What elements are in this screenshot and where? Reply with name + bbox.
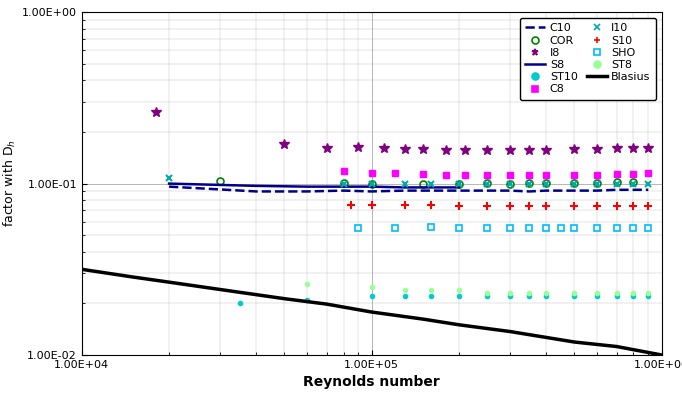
X-axis label: Reynolds number: Reynolds number [303,375,440,389]
Blasius [657,353,666,357]
Line: Blasius: Blasius [82,269,662,355]
Blasius [419,317,427,322]
Blasius [612,344,621,349]
Blasius [368,310,376,315]
Blasius [506,329,514,334]
Legend: C10, COR, I8, S8, ST10, C8, I10, S10, SHO, ST8, Blasius: C10, COR, I8, S8, ST10, C8, I10, S10, SH… [520,18,656,100]
Blasius [216,287,224,292]
Blasius [455,322,463,327]
Blasius [165,280,173,285]
Blasius [280,296,288,301]
Blasius [129,275,137,279]
Y-axis label: friction
factor with D$_h$: friction factor with D$_h$ [0,140,18,228]
Blasius [323,302,331,306]
Blasius [570,339,578,344]
Blasius [78,267,86,272]
